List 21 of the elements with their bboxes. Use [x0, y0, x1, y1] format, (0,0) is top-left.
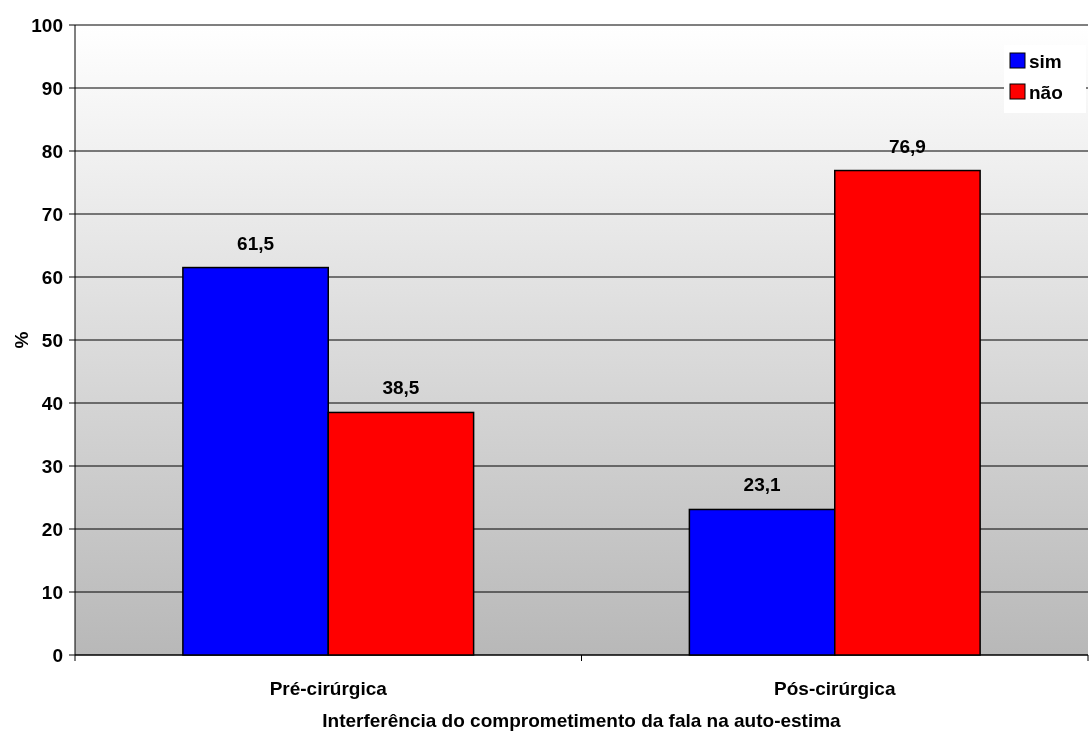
legend-label: não	[1029, 81, 1063, 103]
y-axis-title: %	[11, 331, 32, 349]
x-axis-title: Interferência do comprometimento da fala na auto-estima	[322, 710, 842, 731]
y-tick-label: 70	[41, 203, 63, 225]
y-tick-label: 20	[41, 518, 63, 540]
legend-label: sim	[1029, 50, 1062, 72]
y-tick-label: 60	[41, 266, 63, 288]
data-label: 38,5	[382, 377, 420, 399]
y-tick-label: 90	[41, 77, 63, 99]
x-tick-label: Pré-cirúrgica	[269, 678, 388, 699]
data-label: 61,5	[237, 232, 275, 254]
y-tick-label: 0	[52, 644, 63, 666]
y-tick-label: 10	[41, 581, 63, 603]
data-label: 76,9	[888, 135, 926, 157]
y-tick-label: 50	[41, 329, 63, 351]
x-tick-label: Pós-cirúrgica	[774, 678, 896, 699]
y-tick-label: 40	[41, 392, 63, 414]
y-tick-label: 100	[31, 14, 63, 36]
data-label: 23,1	[743, 474, 781, 496]
y-tick-label: 30	[41, 455, 63, 477]
y-tick-label: 80	[41, 140, 63, 162]
